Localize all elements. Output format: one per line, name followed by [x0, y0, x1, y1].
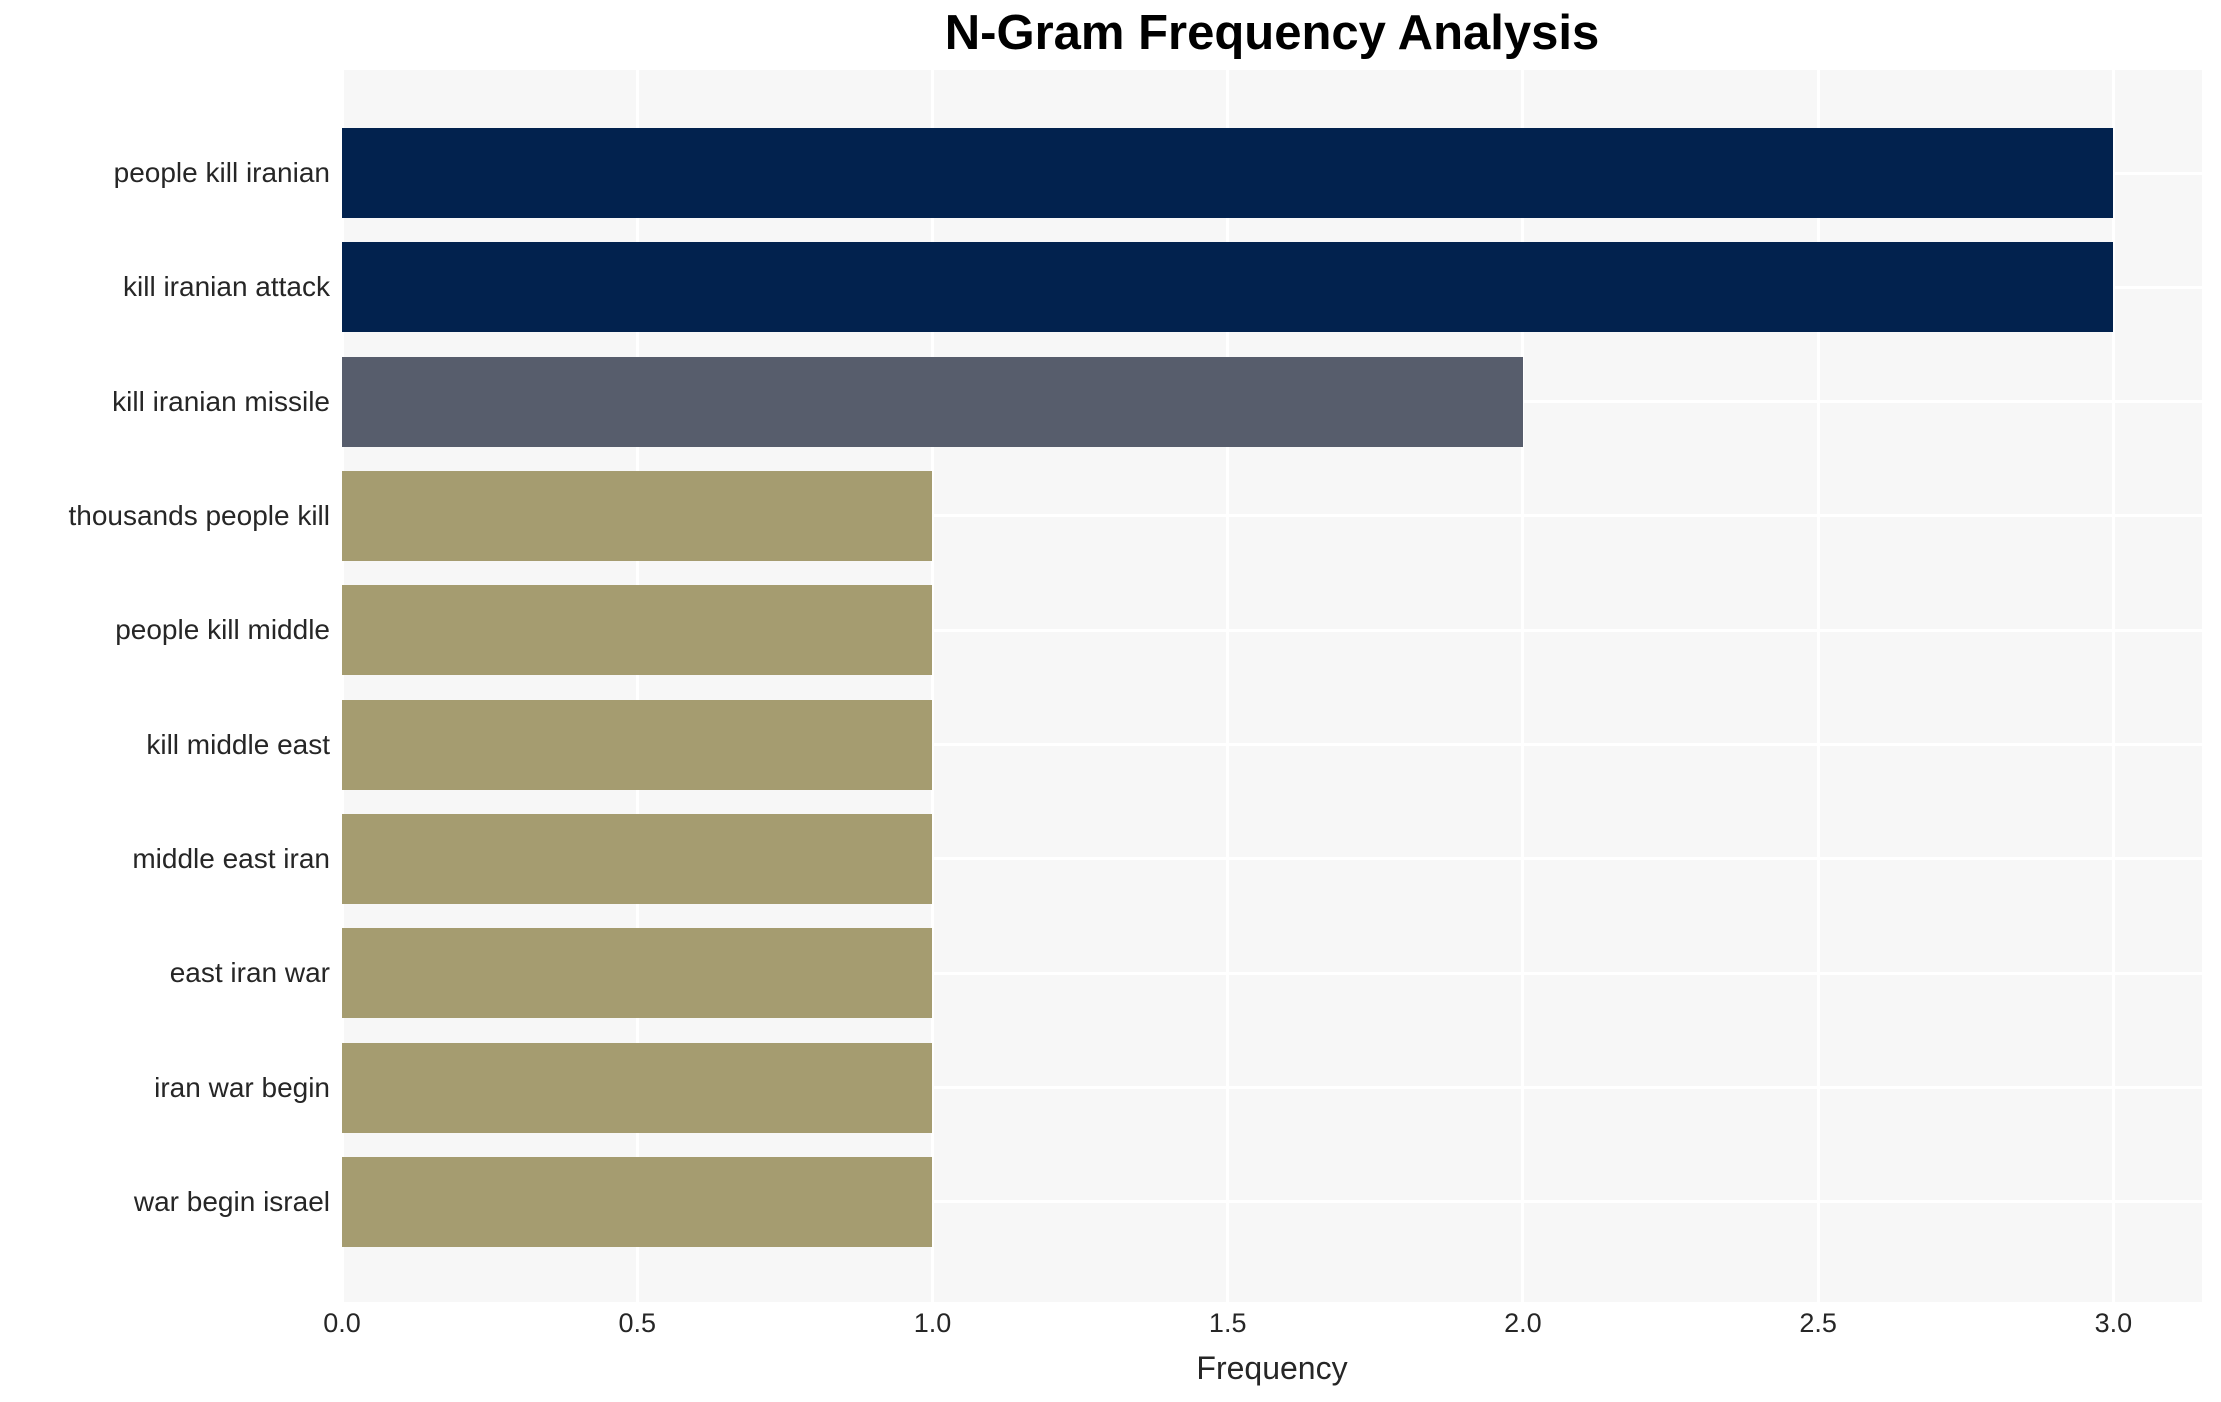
y-axis-labels: people kill iranian kill iranian attack ki…	[0, 70, 330, 1302]
y-gridline	[342, 1200, 2202, 1204]
y-gridline	[342, 1086, 2202, 1090]
bar-iran-war-begin	[342, 1042, 933, 1133]
bar-people-kill-iranian	[342, 128, 2114, 218]
x-gridline	[342, 70, 344, 1302]
y-tick-label: thousands people kill	[68, 499, 330, 531]
y-gridline	[342, 628, 2202, 632]
y-tick-label: east iran war	[169, 957, 330, 989]
bar-war-begin-israel	[342, 1156, 933, 1247]
y-tick-label: kill middle east	[146, 728, 330, 760]
bar-thousands-people-kill	[342, 470, 933, 561]
x-axis-ticks: 0.0 0.5 1.0 1.5 2.0 2.5 3.0	[323, 1308, 2202, 1352]
bar-east-iran-war	[342, 928, 933, 1019]
x-tick-label: 0.5	[618, 1308, 657, 1338]
y-gridline	[342, 514, 2202, 518]
x-gridline	[1816, 70, 1820, 1302]
bar-people-kill-middle	[342, 585, 933, 676]
x-tick-label: 2.0	[1504, 1308, 1542, 1338]
y-tick-label: war begin israel	[133, 1185, 330, 1217]
y-tick-label: people kill iranian	[113, 157, 330, 188]
y-gridline	[342, 971, 2202, 975]
bar-kill-iranian-missile	[342, 356, 1523, 447]
y-tick-label: iran war begin	[154, 1071, 330, 1103]
y-gridline	[342, 743, 2202, 747]
x-tick-label: 2.5	[1799, 1308, 1837, 1338]
y-tick-label: people kill middle	[115, 614, 330, 646]
y-tick-label: middle east iran	[132, 842, 330, 874]
plot-area	[342, 70, 2202, 1302]
x-gridline	[1521, 70, 1525, 1302]
bar-kill-iranian-attack	[342, 242, 2114, 333]
x-gridline	[635, 70, 639, 1302]
x-tick-label: 1.0	[913, 1308, 952, 1338]
x-gridline	[1226, 70, 1230, 1302]
chart-title: N-Gram Frequency Analysis	[944, 6, 1600, 60]
y-tick-label: kill iranian missile	[112, 385, 330, 417]
x-tick-label: 1.5	[1208, 1308, 1247, 1338]
x-tick-label: 0.0	[323, 1308, 361, 1338]
x-gridline	[2111, 70, 2115, 1302]
bar-middle-east-iran	[342, 813, 933, 904]
x-tick-label: 3.0	[2094, 1308, 2133, 1338]
y-tick-label: kill iranian attack	[123, 271, 330, 303]
y-gridline	[342, 857, 2202, 861]
bar-kill-middle-east	[342, 699, 933, 790]
x-axis-label: Frequency	[1196, 1350, 1348, 1386]
x-gridline	[930, 70, 934, 1302]
